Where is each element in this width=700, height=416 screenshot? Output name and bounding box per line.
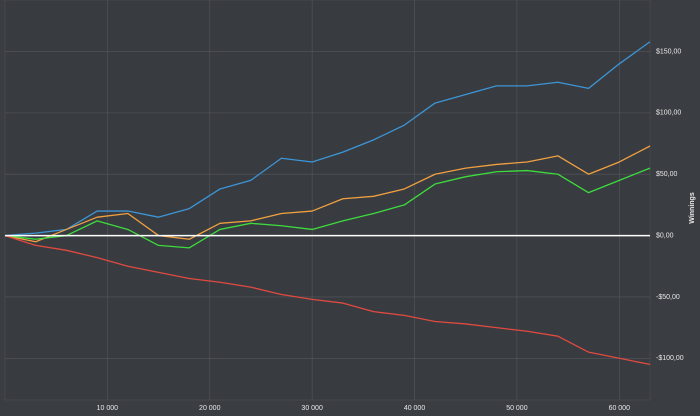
y-tick-label: $0,00 [656, 232, 674, 239]
series-line [4, 234, 651, 366]
y-tick-label: -$50,00 [656, 294, 680, 301]
x-tick-label: 50 000 [506, 405, 528, 412]
y-tick-label: $50,00 [656, 171, 678, 178]
series-line [4, 41, 651, 237]
x-tick-label: 10 000 [97, 405, 119, 412]
y-tick-label: $150,00 [656, 48, 681, 55]
x-tick-label: 40 000 [404, 405, 426, 412]
plot-area [4, 0, 651, 401]
series-line [4, 145, 651, 243]
x-tick-label: 30 000 [301, 405, 323, 412]
x-tick-label: 20 000 [199, 405, 221, 412]
y-axis-label: Winnings [689, 192, 696, 224]
series-line [4, 167, 651, 249]
x-tick-label: 60 000 [609, 405, 631, 412]
y-tick-label: -$100,00 [656, 355, 684, 362]
y-tick-label: $100,00 [656, 110, 681, 117]
